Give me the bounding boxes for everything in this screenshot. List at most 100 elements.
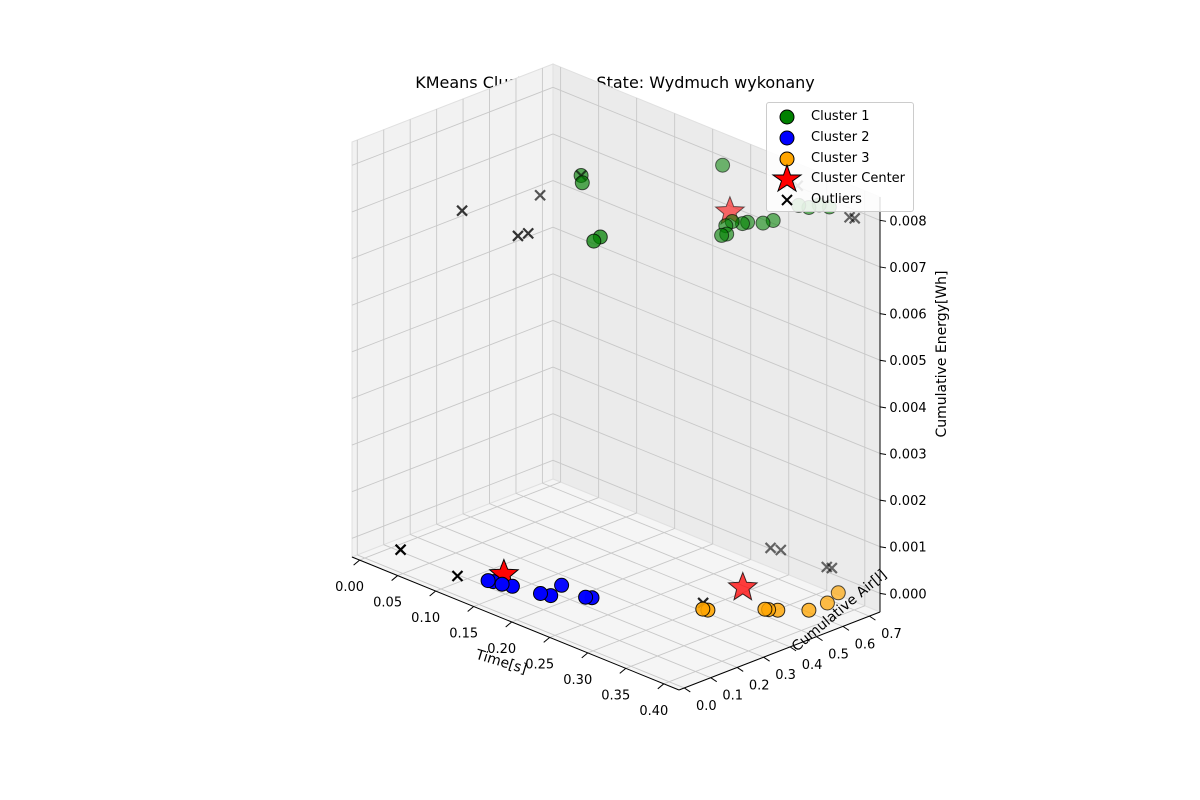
z-tick-mark <box>879 313 887 316</box>
x-tick-label: 0.20 <box>487 642 516 657</box>
cluster-1-point <box>586 233 602 249</box>
x-axis-line <box>351 556 680 691</box>
y-tick-label: 0.0 <box>696 699 717 714</box>
z-grid-back <box>552 320 881 454</box>
legend-marker-cluster-2 <box>779 130 795 146</box>
x-tick-label: 0.15 <box>449 626 478 641</box>
y-grid-floor <box>357 554 685 689</box>
legend-label-cluster-2: Cluster 2 <box>811 130 870 145</box>
z-tick-label: 0.006 <box>889 308 926 323</box>
outlier-point <box>775 544 787 556</box>
outlier-point <box>534 189 546 202</box>
legend-item-cluster-center: Cluster Center <box>767 163 913 193</box>
x-grid-floor <box>435 512 637 592</box>
x-tick-label: 0.00 <box>335 580 364 595</box>
legend-item-cluster-3: Cluster 3 <box>767 149 913 169</box>
x-grid-floor <box>359 481 561 561</box>
cluster-3-point <box>695 601 711 617</box>
z-grid-side <box>351 320 554 399</box>
cluster-2-point <box>494 576 510 592</box>
y-grid-floor <box>515 492 844 627</box>
y-grid-floor <box>436 523 764 658</box>
legend-marker-outliers <box>781 194 793 206</box>
x-tick-mark <box>353 559 360 566</box>
z-grid-back <box>552 226 881 361</box>
outlier-point <box>764 542 777 554</box>
z-grid-back <box>552 459 881 594</box>
x-grid-floor <box>397 497 599 576</box>
x-grid-floor <box>663 605 865 685</box>
outlier-point <box>820 561 833 573</box>
z-tick-mark <box>879 219 887 222</box>
z-tick-label: 0.003 <box>889 447 926 462</box>
cluster-2-point <box>578 589 594 605</box>
z-grid-back <box>552 413 881 548</box>
cluster-1-point <box>574 175 590 191</box>
cluster-1-point <box>714 227 730 243</box>
z-tick-mark <box>879 406 887 409</box>
y-tick-mark <box>842 625 850 631</box>
z-grid-side <box>351 273 554 353</box>
z-grid-side <box>351 459 554 539</box>
z-tick-label: 0.000 <box>889 587 926 602</box>
outlier-point <box>522 227 534 240</box>
x-tick-mark <box>581 652 589 659</box>
y-tick-label: 0.3 <box>775 668 796 683</box>
x-tick-mark <box>467 606 474 612</box>
legend-label-outliers: Outliers <box>811 192 862 207</box>
z-tick-mark <box>879 499 887 502</box>
cluster-center-point <box>727 571 759 601</box>
y-tick-mark <box>763 656 770 662</box>
y-tick-mark <box>710 677 718 683</box>
z-tick-label: 0.008 <box>889 214 926 229</box>
cluster-3-point <box>757 601 773 617</box>
z-tick-label: 0.005 <box>889 354 926 369</box>
z-tick-mark <box>879 546 887 549</box>
outlier-point <box>843 211 856 224</box>
legend-marker-cluster-center <box>771 163 803 193</box>
x-tick-label: 0.25 <box>525 657 554 672</box>
y-tick-label: 0.7 <box>881 627 902 642</box>
y-tick-label: 0.5 <box>828 648 849 663</box>
z-tick-mark <box>879 266 887 269</box>
z-grid-back <box>552 366 881 501</box>
legend-item-cluster-1: Cluster 1 <box>767 107 913 127</box>
y-tick-mark <box>869 615 876 621</box>
x-tick-mark <box>543 637 551 643</box>
outlier-point <box>451 570 464 582</box>
legend-item-cluster-2: Cluster 2 <box>767 128 913 148</box>
z-axis-label: Cumulative Energy[Wh] <box>934 270 950 437</box>
x-tick-label: 0.10 <box>411 611 440 626</box>
y-grid-floor <box>462 513 791 648</box>
y-tick-mark <box>789 646 797 652</box>
y-grid-floor <box>383 544 711 679</box>
y-tick-mark <box>816 636 823 642</box>
z-grid-side <box>351 413 554 493</box>
legend-item-outliers: Outliers <box>767 190 913 210</box>
y-grid-floor <box>542 482 870 617</box>
legend-label-cluster-center: Cluster Center <box>811 171 906 186</box>
cluster-1-point <box>755 215 771 231</box>
z-tick-label: 0.004 <box>889 401 926 416</box>
cluster-3-point <box>819 595 835 611</box>
y-axis-line <box>678 611 881 691</box>
z-grid-side <box>351 366 554 446</box>
z-tick-label: 0.007 <box>889 261 926 276</box>
outlier-point <box>512 230 524 242</box>
y-tick-mark <box>736 667 744 672</box>
x-tick-label: 0.05 <box>373 596 402 611</box>
cluster-3-point <box>830 585 846 601</box>
legend-label-cluster-1: Cluster 1 <box>811 109 870 124</box>
y-tick-label: 0.1 <box>722 689 743 704</box>
x-grid-floor <box>549 558 751 638</box>
z-grid-side <box>351 86 554 166</box>
z-grid-side <box>351 180 554 259</box>
cluster-2-point <box>533 586 548 601</box>
legend-label-cluster-3: Cluster 3 <box>811 151 870 166</box>
z-grid-back <box>552 180 881 314</box>
tick-labels: 0.000.050.100.150.200.250.300.350.40 0.00… <box>335 214 926 718</box>
z-tick-mark <box>879 359 887 362</box>
z-tick-label: 0.001 <box>889 541 926 556</box>
outlier-point <box>394 543 407 556</box>
